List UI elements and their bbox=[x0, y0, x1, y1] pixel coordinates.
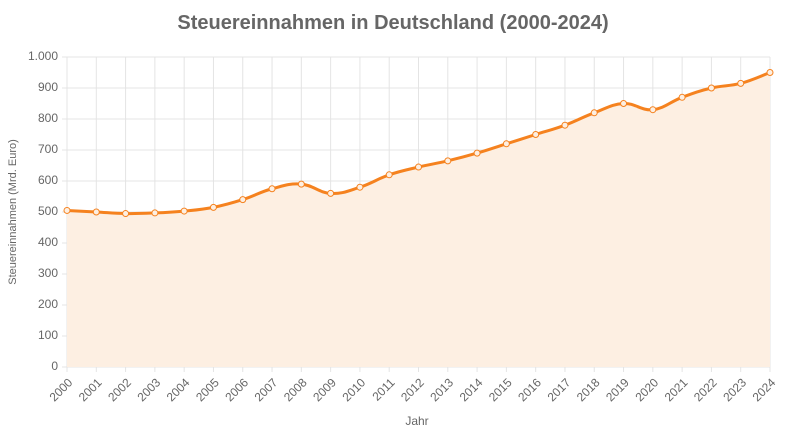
x-tick-label: 2003 bbox=[134, 375, 163, 404]
y-tick-label: 400 bbox=[38, 235, 58, 249]
point bbox=[239, 196, 247, 204]
point bbox=[385, 171, 393, 179]
y-tick-label: 1.000 bbox=[28, 49, 58, 63]
x-tick-label: 2024 bbox=[750, 375, 779, 404]
point bbox=[561, 121, 569, 129]
x-tick-label: 2011 bbox=[369, 375, 397, 403]
y-tick-label: 900 bbox=[38, 80, 58, 94]
y-tick-label: 300 bbox=[38, 266, 58, 280]
y-tick-label: 0 bbox=[51, 359, 58, 373]
x-tick-label: 2020 bbox=[632, 375, 661, 404]
y-tick-label: 200 bbox=[38, 297, 58, 311]
point bbox=[122, 210, 130, 218]
x-tick-label: 2001 bbox=[76, 375, 105, 404]
area bbox=[67, 72, 770, 367]
x-tick-label: 2002 bbox=[105, 375, 134, 404]
point bbox=[766, 69, 774, 76]
point bbox=[532, 131, 540, 138]
y-axis-label: Steuereinnahmen (Mrd. Euro) bbox=[7, 139, 19, 285]
point bbox=[737, 79, 745, 87]
x-tick-label: 2009 bbox=[310, 375, 339, 404]
x-axis-label: Jahr bbox=[405, 414, 428, 428]
x-tick-label: 2005 bbox=[193, 375, 222, 404]
x-tick-label: 2008 bbox=[281, 375, 310, 404]
x-tick-label: 2010 bbox=[339, 375, 368, 404]
point bbox=[63, 206, 71, 214]
point bbox=[620, 100, 628, 107]
point bbox=[356, 183, 364, 191]
x-tick-label: 2012 bbox=[398, 375, 427, 404]
x-tick-label: 2014 bbox=[457, 375, 486, 404]
x-tick-label: 2013 bbox=[427, 375, 456, 404]
point bbox=[297, 180, 305, 188]
point bbox=[473, 149, 481, 157]
x-tick-label: 2004 bbox=[164, 375, 193, 404]
point bbox=[415, 163, 422, 171]
x-tick-label: 2019 bbox=[603, 375, 632, 404]
point bbox=[707, 84, 715, 92]
x-tick-label: 2021 bbox=[662, 375, 691, 404]
point bbox=[180, 207, 188, 215]
x-tick-label: 2017 bbox=[545, 375, 574, 404]
y-tick-label: 600 bbox=[38, 173, 58, 187]
y-tick-label: 500 bbox=[38, 204, 58, 218]
point bbox=[590, 109, 598, 117]
x-tick-label: 2000 bbox=[47, 375, 76, 404]
y-tick-label: 100 bbox=[38, 328, 58, 342]
point bbox=[327, 189, 335, 197]
x-tick-label: 2023 bbox=[720, 375, 749, 404]
point bbox=[151, 209, 159, 217]
x-tick-label: 2018 bbox=[574, 375, 603, 404]
point bbox=[209, 203, 217, 211]
point bbox=[268, 185, 276, 193]
chart-title: Steuereinnahmen in Deutschland (2000-202… bbox=[177, 12, 608, 34]
point bbox=[92, 208, 100, 216]
x-tick-label: 2007 bbox=[252, 375, 281, 404]
point bbox=[649, 106, 657, 114]
y-tick-label: 700 bbox=[38, 142, 58, 156]
y-tick-label: 800 bbox=[38, 111, 58, 125]
point bbox=[502, 140, 510, 148]
point bbox=[444, 157, 452, 165]
x-tick-label: 2022 bbox=[691, 375, 720, 404]
x-tick-label: 2006 bbox=[222, 375, 251, 404]
x-tick-label: 2015 bbox=[486, 375, 515, 404]
point bbox=[678, 93, 686, 101]
x-tick-label: 2016 bbox=[515, 375, 544, 404]
